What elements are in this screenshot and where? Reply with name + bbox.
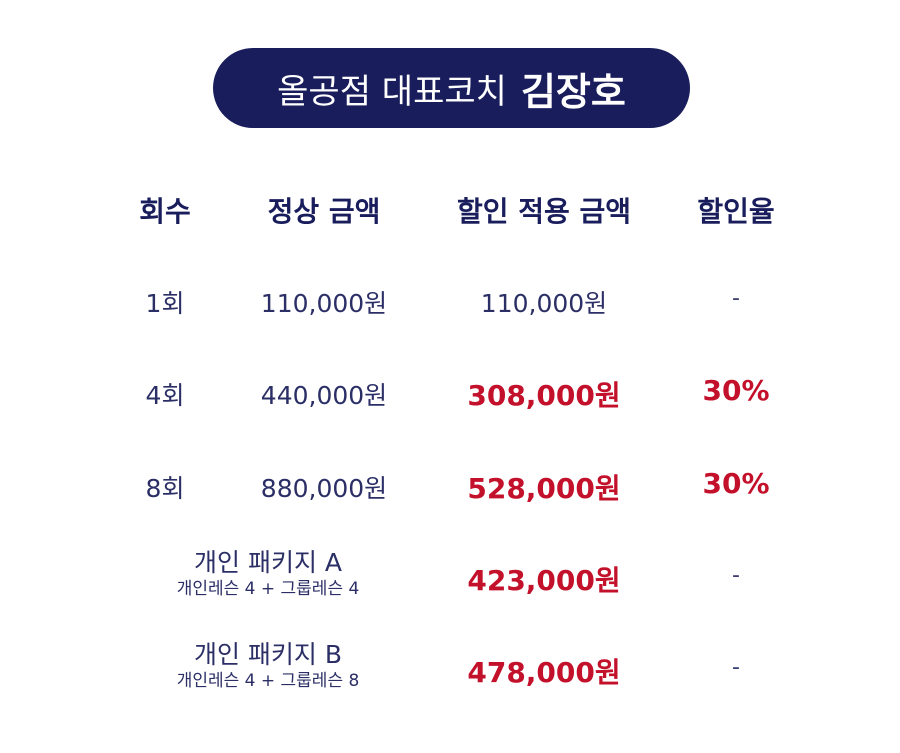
header-regular-price: 정상 금액 [267, 195, 381, 228]
package-b-name: 개인 패키지 B [193, 640, 343, 669]
package-b-rate: - [732, 655, 740, 680]
title-banner: 올공점 대표코치 김장호 [213, 48, 690, 128]
package-a-detail: 개인레슨 4 + 그룹레슨 4 [176, 579, 360, 599]
row-1-count: 1회 [145, 289, 185, 318]
title-prefix: 올공점 대표코치 [277, 71, 507, 112]
package-b: 개인 패키지 B 개인레슨 4 + 그룹레슨 8 [177, 640, 360, 692]
row-2-count: 4회 [145, 381, 185, 410]
row-2-discounted: 308,000원 [467, 379, 621, 412]
coach-name: 김장호 [520, 69, 626, 114]
row-3-rate: 30% [702, 467, 770, 500]
package-a-price: 423,000원 [467, 564, 621, 597]
row-3-discounted: 528,000원 [467, 472, 621, 505]
header-discount-rate: 할인율 [697, 195, 775, 228]
row-1-discounted: 110,000원 [480, 289, 608, 318]
package-a: 개인 패키지 A 개인레슨 4 + 그룹레슨 4 [177, 548, 360, 600]
row-1-regular: 110,000원 [260, 289, 388, 318]
header-discount-price: 할인 적용 금액 [456, 195, 632, 228]
row-2-rate: 30% [702, 374, 770, 407]
header-count: 회수 [139, 195, 191, 228]
row-1-rate: - [732, 286, 740, 311]
row-3-count: 8회 [145, 474, 185, 503]
package-a-name: 개인 패키지 A [194, 548, 342, 577]
package-a-rate: - [732, 563, 740, 588]
package-b-detail: 개인레슨 4 + 그룹레슨 8 [176, 671, 360, 691]
package-b-price: 478,000원 [467, 656, 621, 689]
row-3-regular: 880,000원 [260, 474, 388, 503]
row-2-regular: 440,000원 [260, 381, 388, 410]
